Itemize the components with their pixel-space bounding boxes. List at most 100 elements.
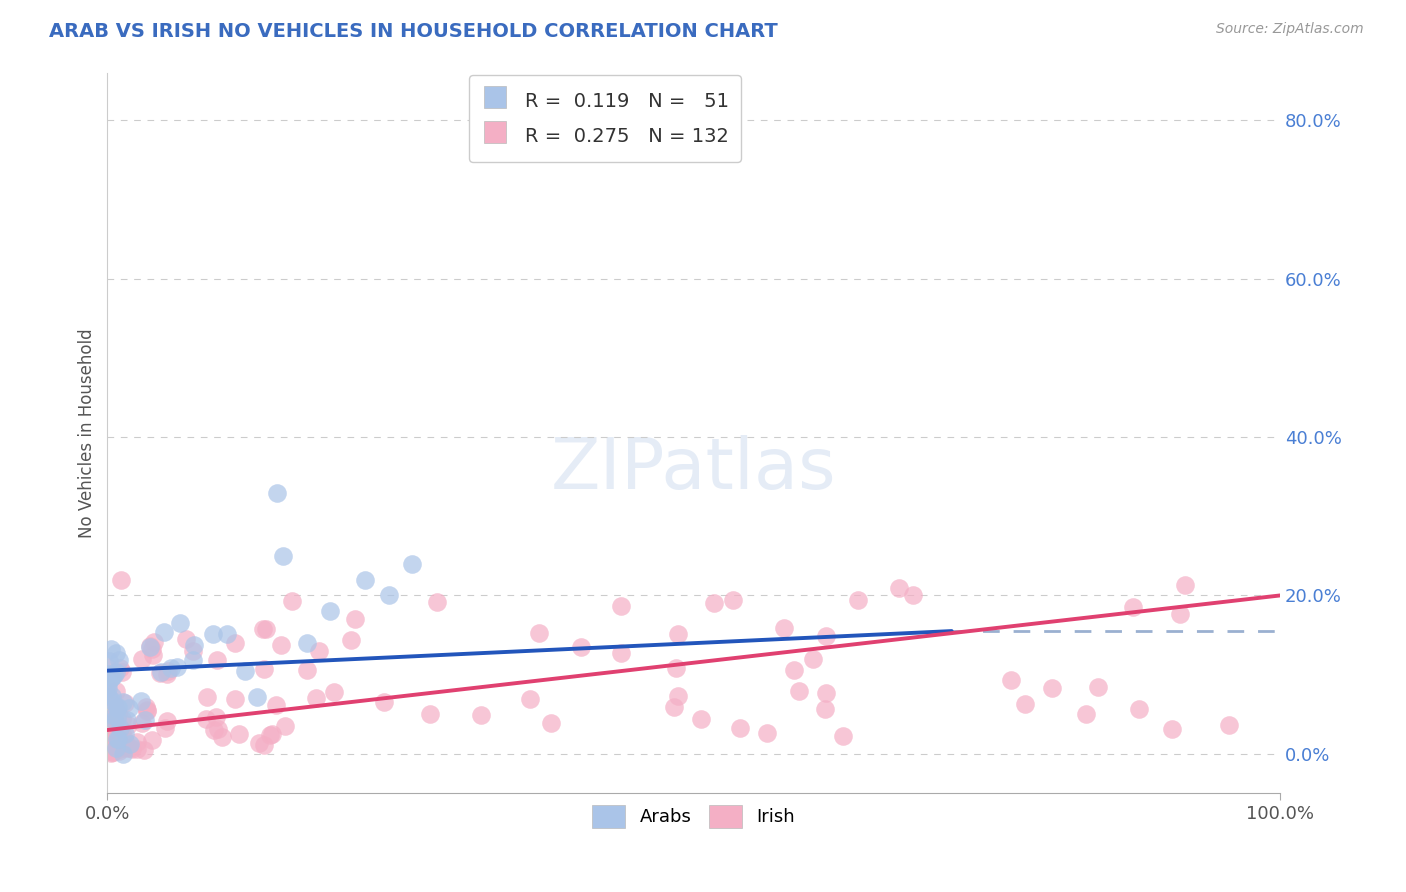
Point <box>1042 681 1064 695</box>
Point <box>772 621 794 635</box>
Point <box>101 689 124 703</box>
Point <box>233 665 256 679</box>
Point <box>107 730 129 744</box>
Point <box>101 717 124 731</box>
Point <box>159 661 181 675</box>
Point <box>156 714 179 728</box>
Point <box>97 722 120 736</box>
Point <box>814 702 837 716</box>
Point <box>100 671 122 685</box>
Point <box>97 729 120 743</box>
Point <box>259 728 281 742</box>
Point <box>1087 680 1109 694</box>
Point <box>104 683 127 698</box>
Point <box>108 744 131 758</box>
Point <box>97 731 120 745</box>
Point <box>169 615 191 630</box>
Point <box>110 573 132 587</box>
Point <box>1161 722 1184 736</box>
Point <box>138 640 160 654</box>
Point <box>252 622 274 636</box>
Point <box>103 668 125 682</box>
Point <box>100 734 122 748</box>
Point <box>136 704 159 718</box>
Point <box>107 732 129 747</box>
Point <box>470 707 492 722</box>
Point <box>1014 697 1036 711</box>
Point <box>253 662 276 676</box>
Point <box>97 713 120 727</box>
Point <box>101 670 124 684</box>
Point <box>105 700 128 714</box>
Point <box>97 676 120 690</box>
Point <box>100 693 122 707</box>
Point <box>104 646 127 660</box>
Point <box>114 727 136 741</box>
Point <box>343 612 366 626</box>
Point <box>666 689 689 703</box>
Point <box>295 663 318 677</box>
Point <box>295 636 318 650</box>
Point <box>115 740 138 755</box>
Point <box>103 732 125 747</box>
Point <box>571 640 593 654</box>
Point <box>183 638 205 652</box>
Point <box>280 594 302 608</box>
Point <box>426 595 449 609</box>
Point <box>323 685 346 699</box>
Point <box>540 716 562 731</box>
Point <box>114 741 136 756</box>
Point <box>107 707 129 722</box>
Point <box>755 726 778 740</box>
Point <box>120 737 142 751</box>
Point <box>207 723 229 737</box>
Point <box>887 581 910 595</box>
Point <box>105 711 128 725</box>
Point <box>101 741 124 756</box>
Point <box>1122 599 1144 614</box>
Point <box>783 663 806 677</box>
Y-axis label: No Vehicles in Household: No Vehicles in Household <box>79 328 96 538</box>
Point <box>166 660 188 674</box>
Point <box>246 690 269 705</box>
Point <box>378 589 401 603</box>
Point <box>97 681 120 695</box>
Point <box>112 747 135 761</box>
Point <box>125 735 148 749</box>
Point <box>305 690 328 705</box>
Point <box>194 712 217 726</box>
Point <box>101 735 124 749</box>
Point <box>527 625 550 640</box>
Point <box>183 653 205 667</box>
Point <box>253 739 276 753</box>
Point <box>846 593 869 607</box>
Point <box>100 739 122 754</box>
Point <box>141 732 163 747</box>
Point <box>107 700 129 714</box>
Point <box>831 729 853 743</box>
Point <box>104 740 127 755</box>
Point <box>610 646 633 660</box>
Point <box>134 713 156 727</box>
Point <box>142 648 165 662</box>
Point <box>266 485 288 500</box>
Point <box>723 593 745 607</box>
Point <box>100 743 122 757</box>
Legend: Arabs, Irish: Arabs, Irish <box>585 798 803 835</box>
Point <box>135 700 157 714</box>
Point <box>215 627 238 641</box>
Point <box>814 629 837 643</box>
Point <box>354 573 377 587</box>
Point <box>132 743 155 757</box>
Point <box>801 651 824 665</box>
Point <box>730 721 752 735</box>
Point <box>111 712 134 726</box>
Point <box>96 659 118 673</box>
Point <box>96 705 118 719</box>
Point <box>117 717 139 731</box>
Point <box>204 710 226 724</box>
Point <box>610 599 633 613</box>
Point <box>97 701 120 715</box>
Point <box>264 698 287 712</box>
Point <box>202 627 225 641</box>
